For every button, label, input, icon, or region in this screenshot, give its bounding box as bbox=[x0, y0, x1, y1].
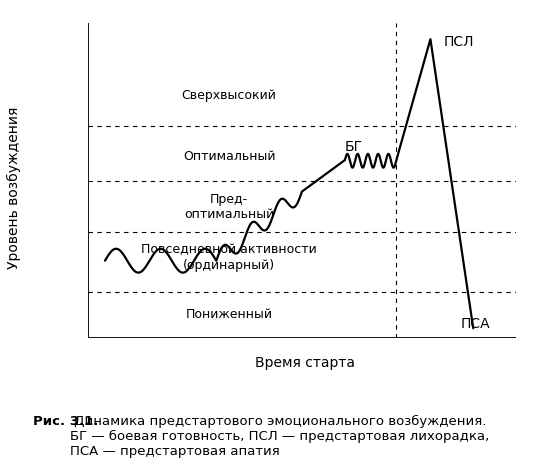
Text: Оптимальный: Оптимальный bbox=[183, 151, 276, 164]
Text: Время старта: Время старта bbox=[255, 356, 355, 371]
Text: Динамика предстартового эмоционального возбуждения.
БГ — боевая готовность, ПСЛ : Динамика предстартового эмоционального в… bbox=[70, 415, 490, 458]
Text: Рис. 3.1.: Рис. 3.1. bbox=[33, 415, 98, 428]
Text: Пред-
оптимальный: Пред- оптимальный bbox=[184, 193, 274, 221]
Text: ПСА: ПСА bbox=[461, 317, 490, 331]
Text: БГ: БГ bbox=[345, 140, 363, 154]
Text: Сверхвысокий: Сверхвысокий bbox=[182, 89, 277, 102]
Text: Уровень возбуждения: Уровень возбуждения bbox=[7, 106, 21, 269]
Text: ПСЛ: ПСЛ bbox=[443, 35, 474, 49]
Text: Повседневной активности
(ординарный): Повседневной активности (ординарный) bbox=[141, 243, 317, 272]
Text: Пониженный: Пониженный bbox=[186, 308, 273, 321]
